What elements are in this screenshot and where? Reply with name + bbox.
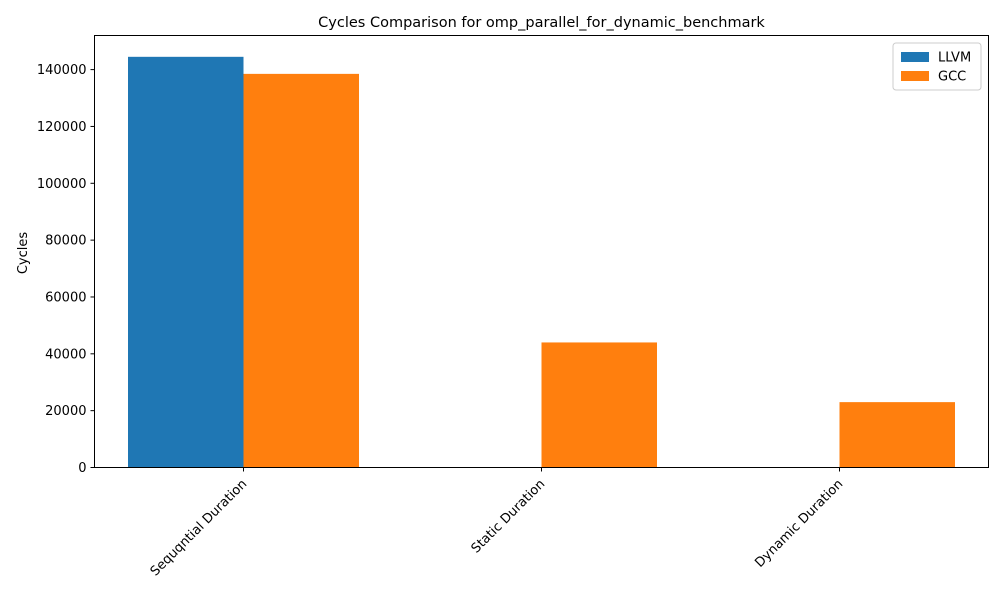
bar-llvm-0 xyxy=(128,56,244,468)
y-tick-label: 120000 xyxy=(37,120,87,135)
y-axis: 0 20000 40000 60000 80000 100000 120000 140000 xyxy=(37,63,95,476)
y-tick-label: 20000 xyxy=(45,404,86,419)
chart-title: Cycles Comparison for omp_parallel_for_d… xyxy=(318,15,765,31)
y-tick-label: 40000 xyxy=(45,347,86,362)
bar-gcc-2 xyxy=(839,402,955,468)
y-tick-label: 140000 xyxy=(37,63,87,78)
y-tick-label: 0 xyxy=(78,461,86,476)
y-axis-label: Cycles xyxy=(16,232,31,275)
y-tick-label: 80000 xyxy=(45,234,86,249)
x-tick-label: Dynamic Duration xyxy=(752,477,846,571)
bar-gcc-0 xyxy=(243,73,359,468)
plot-frame xyxy=(94,35,989,468)
bar-gcc-1 xyxy=(541,342,657,468)
bars-group xyxy=(128,56,955,468)
x-axis: Sequqntial Duration Static Duration Dynami… xyxy=(148,467,846,580)
x-tick-label: Static Duration xyxy=(469,477,549,557)
x-tick-label: Sequqntial Duration xyxy=(148,477,251,580)
y-tick-label: 100000 xyxy=(37,177,87,192)
y-tick-label: 60000 xyxy=(45,290,86,305)
legend-swatch-llvm xyxy=(901,52,929,62)
legend-swatch-gcc xyxy=(901,71,929,81)
legend: LLVM GCC xyxy=(892,42,982,91)
legend-label-llvm: LLVM xyxy=(938,51,971,66)
legend-label-gcc: GCC xyxy=(938,70,966,85)
